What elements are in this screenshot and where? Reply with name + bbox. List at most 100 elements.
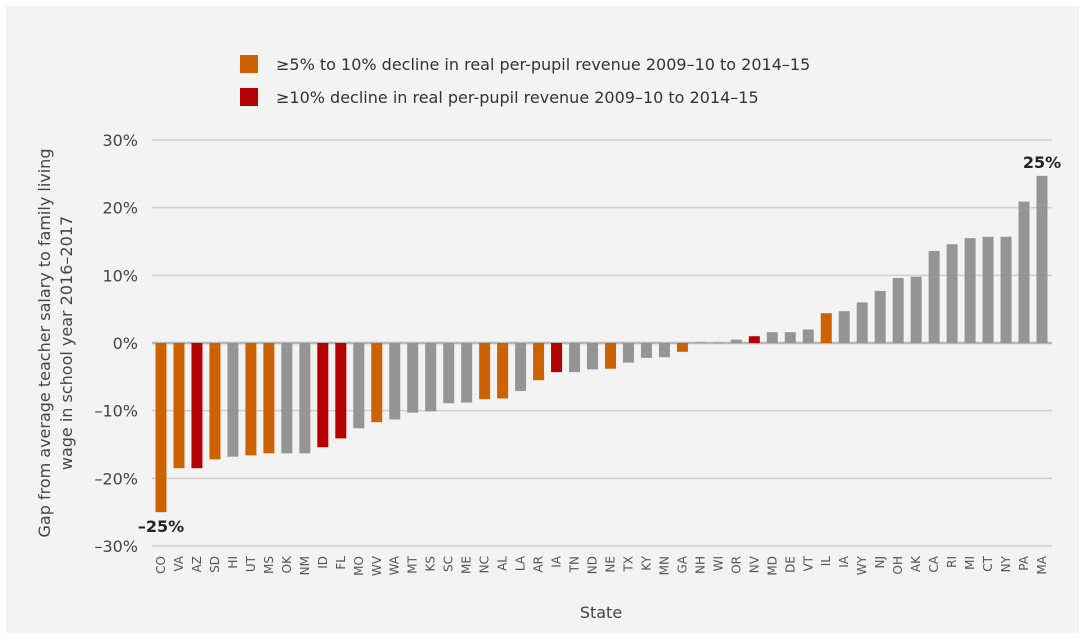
bar-hi [227,343,239,457]
bar-ks [425,343,437,412]
y-axis-label-line-1: Gap from average teacher salary to famil… [35,149,54,538]
x-tick-label: LA [514,555,528,571]
x-tick-label: MN [657,556,671,575]
bar-la [515,343,527,392]
y-tick-label: –10% [94,402,138,421]
bar-mn [658,343,670,358]
y-tick-label: –30% [94,537,138,556]
legend-swatch [240,88,258,106]
bar-ma [1036,175,1048,343]
data-label: 25% [1023,153,1061,172]
x-tick-label: KY [639,555,653,570]
bar-az [191,343,203,469]
bar-nh [694,342,706,343]
y-tick-label: 10% [102,266,138,285]
bar-ky [640,343,652,358]
data-label: –25% [138,517,184,536]
x-tick-label: IA [550,555,564,568]
x-tick-label: OK [280,555,294,573]
bar-tx [622,343,634,363]
x-axis-label: State [580,603,622,622]
x-tick-label: NH [693,556,707,574]
bar-al [497,343,509,399]
x-tick-label: WY [855,555,869,575]
x-tick-label: NE [603,556,617,573]
x-tick-label: OR [729,556,743,574]
bar-nj [874,290,886,343]
x-tick-label: WI [711,556,725,571]
legend-entry: ≥5% to 10% decline in real per-pupil rev… [276,55,810,74]
bar-pa [1018,201,1030,343]
x-tick-label: CT [981,555,995,571]
x-tick-label: NV [747,555,761,573]
bar-nd [587,343,599,370]
bar-ne [604,343,616,369]
bar-mi [964,238,976,343]
x-tick-label: NC [478,556,492,573]
x-tick-label: MS [262,556,276,574]
bar-de [784,332,796,343]
x-tick-label: AK [909,555,923,572]
x-tick-label: NM [298,556,312,575]
x-tick-label: AR [532,556,546,573]
bar-tn [569,343,581,373]
y-tick-label: –20% [94,469,138,488]
x-tick-label: VT [801,555,815,571]
x-tick-label: KS [424,556,438,572]
bar-ia [838,311,850,343]
bar-mo [353,343,365,429]
x-tick-label: ID [316,556,330,569]
bar-wi [712,342,724,344]
x-tick-label: NY [999,555,1013,572]
x-tick-label: ND [586,556,600,574]
bar-co [155,343,167,513]
x-tick-label: DE [783,556,797,573]
bar-il [820,313,832,343]
bar-ia [551,343,563,373]
x-tick-label: HI [226,556,240,569]
bar-ak [910,276,922,343]
bar-oh [892,278,904,343]
x-tick-label: MT [406,555,420,573]
bar-or [730,339,742,343]
legend-entry: ≥10% decline in real per-pupil revenue 2… [276,88,759,107]
x-tick-label: ME [460,556,474,574]
x-tick-label: UT [244,555,258,572]
bar-mt [407,343,419,413]
x-tick-label: WA [388,555,402,575]
x-tick-label: TX [621,556,635,573]
bar-ar [533,343,545,381]
x-tick-label: PA [1017,555,1031,570]
bar-me [461,343,473,403]
bar-vt [802,329,814,343]
x-tick-label: CO [154,556,168,574]
bar-wa [389,343,401,420]
bar-ga [676,343,688,352]
x-tick-label: SC [442,556,456,572]
x-tick-label: IL [819,556,833,567]
bar-wv [371,343,383,423]
x-tick-label: MO [352,556,366,576]
x-tick-label: VA [172,555,186,571]
y-tick-label: 30% [102,131,138,150]
bar-wy [856,302,868,343]
bar-ok [281,343,293,454]
bar-nc [479,343,491,400]
y-tick-label: 0% [113,334,138,353]
bar-ct [982,236,994,343]
bar-ny [1000,236,1012,343]
x-tick-label: OH [891,556,905,574]
x-tick-label: AL [496,556,510,571]
bar-ut [245,343,257,456]
x-tick-label: MI [963,556,977,570]
y-tick-label: 20% [102,199,138,218]
bar-ca [928,250,940,343]
bar-id [317,343,329,448]
bar-fl [335,343,347,439]
bar-sd [209,343,221,460]
x-tick-label: MD [765,556,779,576]
x-tick-label: TN [568,556,582,573]
bar-sc [443,343,455,404]
y-axis-label-line-2: wage in school year 2016–2017 [57,216,76,470]
